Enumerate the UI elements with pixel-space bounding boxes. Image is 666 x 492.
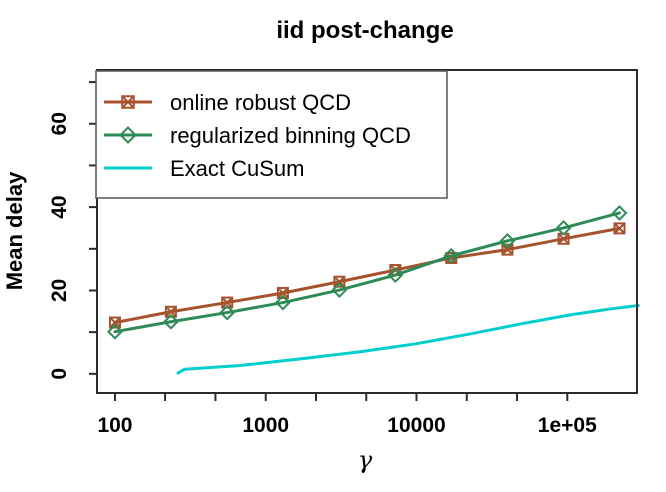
chart-title: iid post-change <box>276 17 453 44</box>
legend-entry-label: online robust QCD <box>170 90 351 115</box>
x-tick-label: 1000 <box>242 414 289 437</box>
y-axis-label: Mean delay <box>2 171 27 290</box>
diamond-marker <box>275 294 291 311</box>
diamond-marker <box>499 232 516 249</box>
series-regularized-binning-qcd <box>107 205 628 340</box>
y-tick-label: 20 <box>48 279 71 302</box>
series-online-robust-qcd <box>108 222 626 329</box>
series-line <box>113 226 622 325</box>
diamond-marker <box>119 126 137 144</box>
square-x-marker <box>333 275 346 288</box>
legend-entry-label: Exact CuSum <box>170 156 305 181</box>
square-x-marker <box>276 286 289 299</box>
x-tick-label: 10000 <box>387 414 445 437</box>
y-tick-label: 0 <box>48 368 71 380</box>
legend-entry: regularized binning QCD <box>104 123 411 148</box>
data-series <box>107 205 640 375</box>
diamond-marker <box>163 313 179 330</box>
legend-entry: online robust QCD <box>104 90 351 115</box>
square-x-marker <box>613 222 626 235</box>
diamond-marker <box>107 323 123 340</box>
square-x-marker <box>501 243 514 256</box>
square-x-marker <box>121 95 135 109</box>
legend-entry-label: regularized binning QCD <box>170 123 411 148</box>
square-x-marker <box>221 296 234 309</box>
series-line <box>176 303 640 375</box>
diamond-marker <box>443 247 460 264</box>
series-line <box>113 211 622 334</box>
series-exact-cusum <box>176 303 640 375</box>
x-tick-label: 100 <box>97 414 132 437</box>
x-axis-label: γ <box>358 446 373 474</box>
axis-ticks: 100 1000 10000 1e+05 0 20 40 60 <box>48 81 597 437</box>
square-x-marker <box>108 316 121 329</box>
diamond-marker <box>219 304 236 321</box>
x-tick-label: 1e+05 <box>538 414 597 437</box>
plot-border <box>96 69 638 394</box>
diamond-marker <box>611 205 628 221</box>
y-tick-label: 40 <box>48 195 71 218</box>
diamond-marker <box>555 220 572 236</box>
legend-entry: Exact CuSum <box>104 156 305 181</box>
legend: online robust QCD regularized binning QCD… <box>95 70 448 199</box>
diamond-marker <box>331 282 348 298</box>
square-x-marker <box>164 305 177 318</box>
legend-box <box>95 70 448 199</box>
diamond-marker <box>387 267 404 283</box>
y-tick-label: 60 <box>48 112 71 135</box>
